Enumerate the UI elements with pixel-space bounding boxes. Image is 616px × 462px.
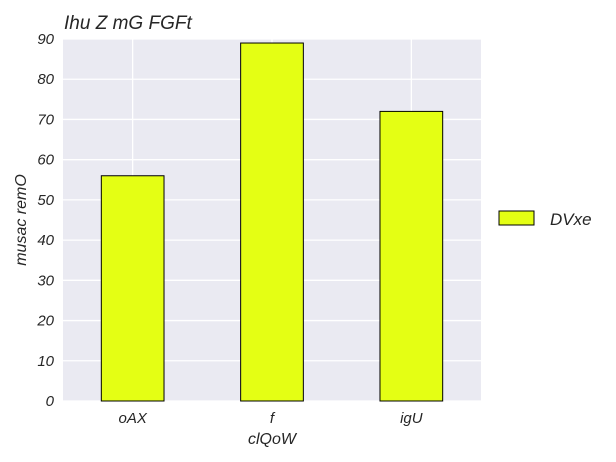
y-tick-label: 80 xyxy=(37,71,54,88)
y-axis-label: musac remO xyxy=(13,174,30,266)
x-tick-label: igU xyxy=(400,410,423,427)
x-tick-labels: oAX f igU xyxy=(118,410,422,427)
y-tick-label: 90 xyxy=(37,31,54,48)
y-tick-label: 20 xyxy=(36,313,54,330)
y-tick-label: 40 xyxy=(37,232,54,249)
x-tick-label: oAX xyxy=(118,410,147,427)
legend-label: DVxe xyxy=(550,210,592,229)
bars xyxy=(100,42,444,402)
x-axis-label: clQoW xyxy=(248,431,298,448)
chart-title: Ihu Z mG FGFt xyxy=(64,13,192,34)
y-tick-label: 50 xyxy=(37,192,54,209)
bar-f xyxy=(240,42,304,402)
legend-swatch xyxy=(498,210,535,226)
legend: DVxe xyxy=(498,210,592,229)
x-tick-label: f xyxy=(270,410,276,427)
bar-igU xyxy=(379,110,444,402)
y-tick-label: 0 xyxy=(46,393,55,410)
bar-oAX xyxy=(100,175,165,402)
y-tick-label: 60 xyxy=(37,152,54,169)
y-tick-label: 10 xyxy=(37,353,54,370)
y-tick-label: 70 xyxy=(37,111,54,128)
y-tick-label: 30 xyxy=(37,272,54,289)
y-tick-labels: 0 10 20 30 40 50 60 70 80 90 xyxy=(36,31,54,410)
